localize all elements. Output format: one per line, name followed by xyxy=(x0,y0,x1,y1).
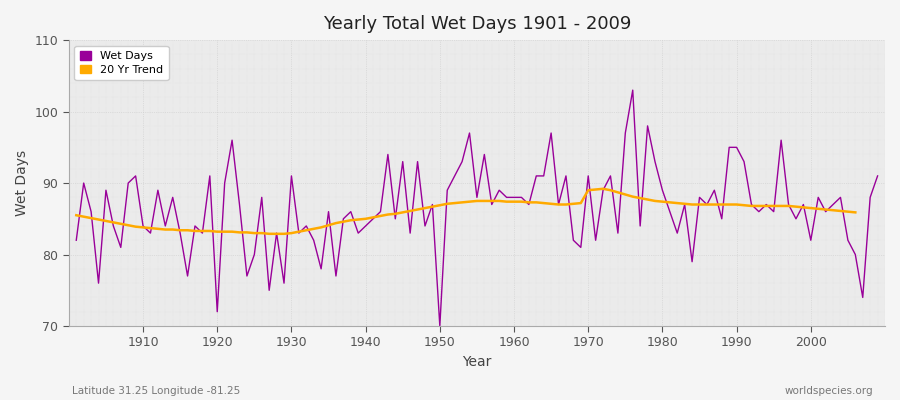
Legend: Wet Days, 20 Yr Trend: Wet Days, 20 Yr Trend xyxy=(75,46,168,80)
20 Yr Trend xyxy=(583,188,594,193)
20 Yr Trend xyxy=(93,217,104,222)
Wet Days xyxy=(605,174,616,178)
Line: 20 Yr Trend: 20 Yr Trend xyxy=(76,189,855,234)
Title: Yearly Total Wet Days 1901 - 2009: Yearly Total Wet Days 1901 - 2009 xyxy=(323,15,631,33)
20 Yr Trend xyxy=(538,201,549,206)
20 Yr Trend xyxy=(264,232,274,236)
Text: worldspecies.org: worldspecies.org xyxy=(785,386,873,396)
Text: Latitude 31.25 Longitude -81.25: Latitude 31.25 Longitude -81.25 xyxy=(72,386,240,396)
Wet Days xyxy=(627,88,638,92)
20 Yr Trend xyxy=(71,213,82,218)
Y-axis label: Wet Days: Wet Days xyxy=(15,150,29,216)
20 Yr Trend xyxy=(620,192,631,197)
20 Yr Trend xyxy=(850,210,860,215)
Wet Days xyxy=(435,324,446,328)
20 Yr Trend xyxy=(760,204,771,208)
Wet Days xyxy=(293,231,304,236)
Wet Days xyxy=(338,216,349,221)
Wet Days xyxy=(872,174,883,178)
Wet Days xyxy=(130,174,141,178)
X-axis label: Year: Year xyxy=(463,355,491,369)
20 Yr Trend xyxy=(598,186,608,191)
Wet Days xyxy=(508,195,519,200)
20 Yr Trend xyxy=(531,200,542,205)
Wet Days xyxy=(71,238,82,243)
Wet Days xyxy=(516,195,526,200)
Line: Wet Days: Wet Days xyxy=(76,90,878,326)
